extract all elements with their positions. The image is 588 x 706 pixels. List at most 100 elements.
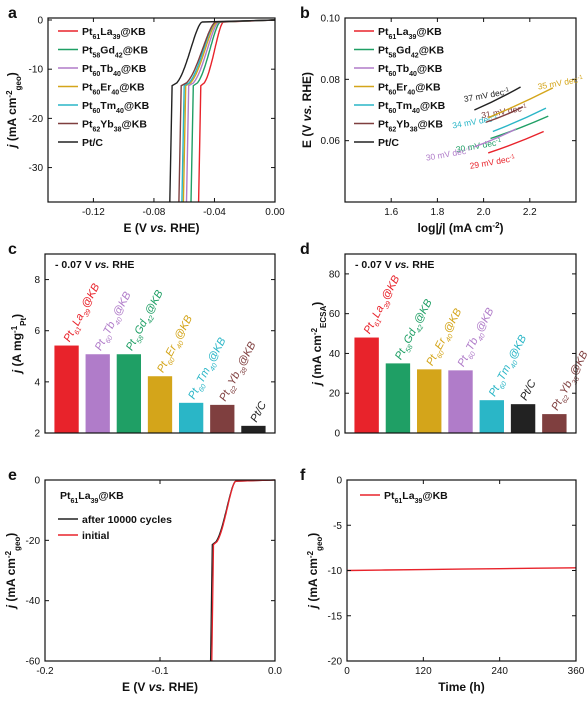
panel-d-specific-activity-chart: dPt61La39@KBPt58Gd42@KBPt60Er40@KBPt60Tb… (300, 241, 588, 440)
bar-PtC (241, 425, 266, 433)
panel-b-legend-entry-label: Pt60Tb40@KB (378, 63, 443, 78)
panel-a-legend-entry-label: Pt62Yb38@KB (82, 119, 147, 134)
panel-e-legend-label: after 10000 cycles (82, 514, 172, 526)
panel-c-ytick-label: 4 (34, 377, 40, 388)
tafel-slope-label: 29 mV dec-1 (469, 153, 517, 171)
panel-f-xtick-label: 0 (344, 666, 350, 677)
panel-b-legend-entry-label: Pt61La39@KB (378, 26, 442, 41)
y-axis-title: E (V vs. RHE) (300, 72, 314, 148)
bar-Gd (385, 363, 411, 433)
panel-e-ytick-label: -40 (26, 596, 41, 607)
panel-d-ytick-label: 60 (329, 309, 341, 320)
panel-a-legend-entry-label: Pt/C (82, 137, 103, 149)
panel-b-xtick-label: 2.0 (477, 207, 491, 218)
tafel-line-Tm (492, 107, 547, 133)
y-axis-title: j (A mg-1Pt) (10, 314, 28, 375)
stability-curve-PtC (209, 479, 276, 662)
bar-La (54, 345, 79, 433)
stability-curve-La (211, 479, 276, 662)
chrono-curve (346, 567, 577, 572)
bar-label: Pt/C (518, 378, 539, 403)
x-axis-title: log|j| (mA cm-2) (417, 221, 503, 236)
bar-label: Pt58Gd42@KB (393, 297, 437, 363)
tafel-line-La (487, 130, 544, 154)
panel-b-ytick-label: 0.10 (321, 14, 341, 25)
panel-a-legend-entry-label: Pt61La39@KB (82, 26, 146, 41)
bar-PtC (510, 404, 536, 433)
lsv-curve-Gd (190, 19, 276, 203)
panel-f-ytick-label: -15 (328, 611, 343, 622)
panel-d-ytick-label: 40 (329, 349, 341, 360)
panel-a-xtick-label: 0.00 (265, 207, 285, 218)
panel-b-ytick-label: 0.08 (321, 75, 341, 86)
panel-f-ytick-label: -10 (328, 566, 343, 577)
panel-b-tafel-chart: b 1.6 1.8 2.0 2.2 0.06 0.08 0.10 log|j| (mA cm-2… (300, 5, 584, 235)
panel-f-legend-label: Pt61La39@KB (384, 490, 448, 505)
bar-La (354, 337, 379, 433)
tafel-line-Er (487, 87, 554, 119)
panel-letter: d (300, 241, 310, 258)
lsv-curve-La (197, 19, 276, 203)
panel-f-xtick-label: 360 (568, 666, 585, 677)
bar-Er (417, 369, 442, 433)
panel-e-ytick-label: -60 (26, 657, 41, 668)
panel-a-frame (47, 17, 276, 203)
panel-b-frame (344, 17, 577, 203)
panel-b-legend-entry-label: Pt58Gd42@KB (378, 45, 445, 60)
lsv-curve-PtC (169, 19, 276, 203)
y-axis-title: j (mA cm-2ECSA) (310, 302, 328, 388)
lsv-curve-Tm (181, 19, 276, 203)
lsv-curve-Er (182, 19, 276, 203)
panel-b-xtick-label: 2.2 (523, 207, 537, 218)
tafel-slope-label: 37 mV dec-1 (463, 86, 511, 104)
tafel-slope-label: 30 mV dec-1 (425, 145, 473, 163)
panel-a-ytick-label: -20 (29, 114, 44, 125)
bar-label: Pt61La39@KB (362, 274, 405, 337)
potential-annotation: - 0.07 V vs. RHE (355, 259, 434, 271)
panel-e-ytick-label: -20 (26, 536, 41, 547)
bar-Tm (178, 402, 204, 433)
y-axis-title: j (mA cm-2geo) (306, 533, 324, 611)
panel-d-ytick-label: 80 (329, 269, 341, 280)
panel-a-legend-entry-label: Pt60Er40@KB (82, 82, 145, 97)
panel-d-ytick-label: 20 (329, 389, 341, 400)
panel-c-frame (44, 253, 276, 434)
panel-c-ytick-label: 2 (34, 429, 40, 440)
panel-a-xtick-label: -0.08 (143, 207, 166, 218)
panel-b-legend-entry-label: Pt60Tm40@KB (378, 100, 446, 115)
panel-d-ytick-label: 0 (334, 429, 340, 440)
bar-Tm (479, 400, 504, 433)
panel-b-ytick-label: 0.06 (321, 136, 341, 147)
panel-letter: b (300, 5, 310, 22)
tafel-line-Yb (485, 106, 524, 123)
bar-Yb (210, 404, 235, 433)
panel-a-xtick-label: -0.04 (203, 207, 226, 218)
bar-label: Pt62Yb38@KB (217, 340, 260, 404)
panel-a-legend-entry-label: Pt58Gd42@KB (82, 45, 149, 60)
panel-e-xtick-label: 0.0 (268, 666, 282, 677)
tafel-line-Gd (490, 115, 549, 140)
x-axis-title: E (V vs. RHE) (122, 680, 198, 694)
panel-a-ytick-label: -10 (29, 65, 44, 76)
y-axis-title: j (mA cm-2geo) (5, 72, 23, 150)
lsv-curve-Yb (178, 19, 276, 203)
panel-e-xtick-label: -0.2 (36, 666, 54, 677)
tafel-slope-label: 35 mV dec-1 (537, 74, 585, 92)
bar-Er (147, 376, 173, 433)
panel-f-ytick-label: -5 (333, 521, 342, 532)
panel-letter: a (8, 5, 17, 22)
bar-Tb (448, 370, 473, 433)
panel-e-stability-lsv-chart: e -0.2 -0.1 0.0 0 -20 -40 -60 E (V vs. RHE) j (mA… (4, 467, 283, 694)
panel-a-legend-entry-label: Pt60Tm40@KB (82, 100, 150, 115)
panel-c-ytick-label: 6 (34, 326, 40, 337)
panel-b-legend-entry-label: Pt62Yb38@KB (378, 119, 443, 134)
panel-b-xtick-label: 1.8 (430, 207, 444, 218)
panel-a-legend-entry-label: Pt60Tb40@KB (82, 63, 147, 78)
panel-b-legend-entry-label: Pt60Er40@KB (378, 82, 441, 97)
panel-f-xtick-label: 120 (415, 666, 432, 677)
x-axis-title: E (V vs. RHE) (123, 221, 199, 235)
potential-annotation: - 0.07 V vs. RHE (55, 259, 134, 271)
panel-letter: e (8, 467, 17, 484)
panel-a-ytick-label: 0 (37, 16, 43, 27)
